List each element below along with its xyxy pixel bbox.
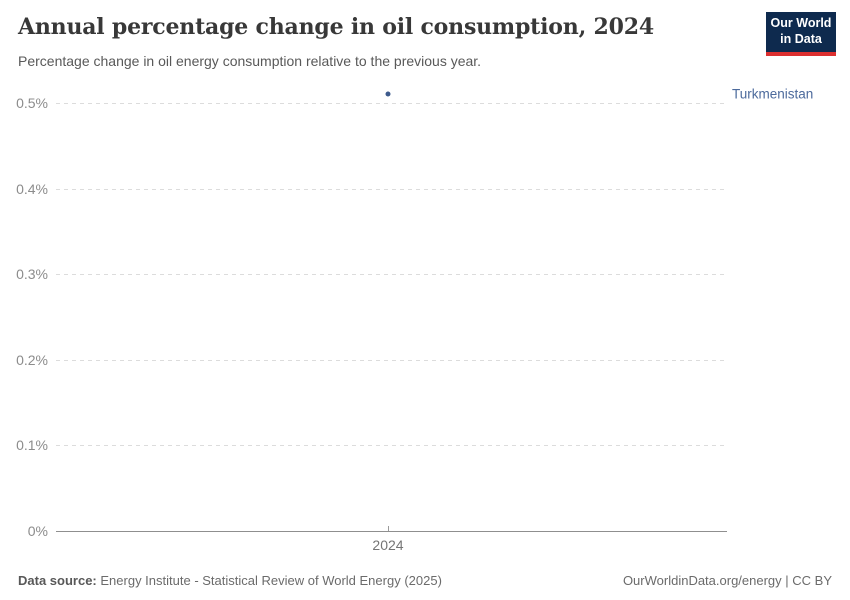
entity-label-turkmenistan[interactable]: Turkmenistan	[732, 86, 814, 102]
data-point-turkmenistan[interactable]	[385, 91, 391, 97]
x-axis-tick-label: 2024	[372, 537, 404, 553]
credit-link[interactable]: OurWorldinData.org/energy | CC BY	[622, 573, 832, 588]
y-axis-tick-label: 0.1%	[16, 437, 48, 454]
x-axis-tick	[388, 526, 389, 531]
y-gridline	[56, 188, 727, 190]
y-gridline	[56, 359, 727, 361]
chart-title: Annual percentage change in oil consumpt…	[18, 14, 654, 40]
y-axis-tick-label: 0%	[27, 523, 48, 539]
data-source-label: Data source:	[18, 573, 97, 588]
y-axis-tick-label: 0.5%	[16, 95, 48, 111]
y-gridline	[56, 103, 727, 104]
y-axis-tick-label: 0.3%	[16, 266, 48, 283]
x-axis-line	[56, 531, 727, 532]
owid-logo-line1: Our World	[770, 16, 832, 31]
chart-subtitle: Percentage change in oil energy consumpt…	[18, 53, 482, 69]
y-axis-tick-label: 0.4%	[16, 180, 48, 197]
owid-logo: Our World in Data	[766, 12, 836, 56]
y-gridline	[56, 274, 727, 276]
data-source-text: Energy Institute - Statistical Review of…	[100, 573, 442, 588]
y-axis-tick-label: 0.2%	[16, 351, 48, 368]
y-gridline	[56, 445, 727, 447]
data-source-note: Data source: Energy Institute - Statisti…	[18, 573, 442, 588]
owid-logo-line2: in Data	[780, 32, 822, 46]
chart-footer: Data source: Energy Institute - Statisti…	[18, 573, 832, 588]
